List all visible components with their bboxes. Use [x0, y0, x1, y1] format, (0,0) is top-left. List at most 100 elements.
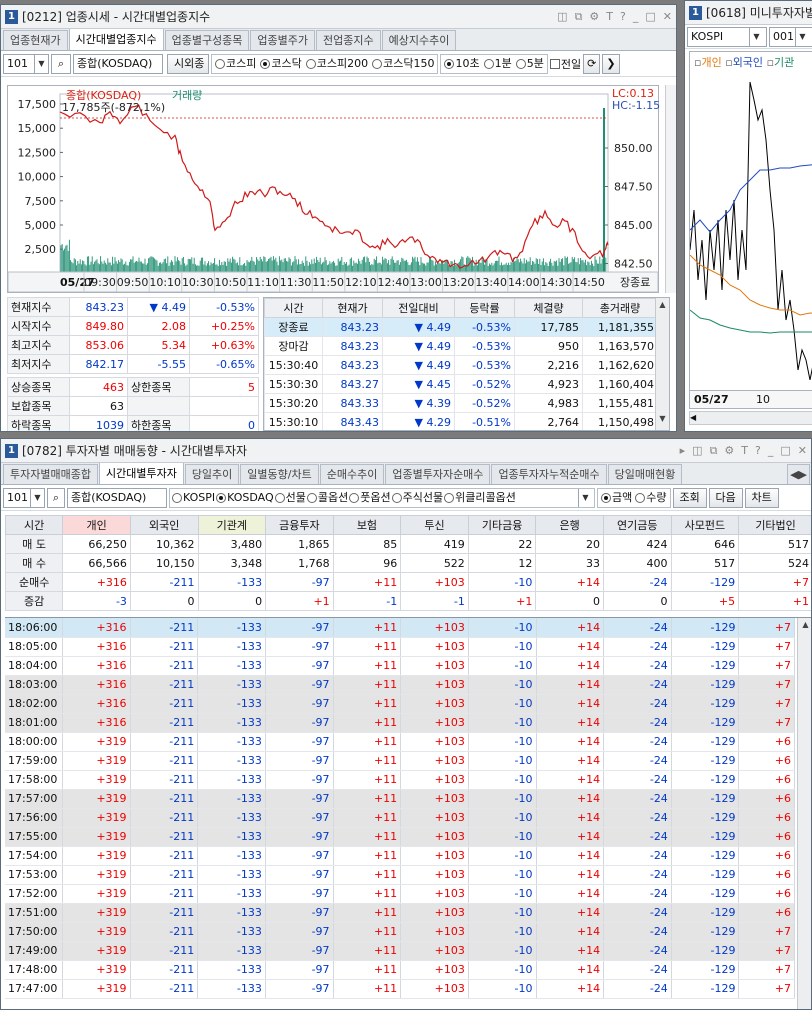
table-row[interactable]: 18:06:00 +316 -211 -133 -97 +11 +103 -10 +14 -24-…: [5, 618, 795, 638]
tab-5[interactable]: 업종별투자자순매수: [385, 464, 491, 484]
interval-radio-1[interactable]: 1분: [483, 55, 512, 73]
tab-2[interactable]: 업종별구성종목: [164, 30, 250, 50]
radio-icon[interactable]: [372, 58, 383, 69]
table-row[interactable]: 15:30:20 843.33 ▼ 4.39 -0.52% 4,983 1,155,481: [264, 393, 658, 413]
market-radio-2[interactable]: 코스피200: [305, 55, 368, 73]
table-row[interactable]: 18:03:00 +316 -211 -133 -97 +11 +103 -10 +14 -24-…: [5, 675, 795, 695]
help-icon[interactable]: ?: [755, 443, 761, 457]
chart-button[interactable]: 차트: [744, 487, 779, 508]
tab-1[interactable]: 시간대별투자자: [98, 463, 184, 484]
unit-radio-1[interactable]: 수량: [635, 489, 667, 507]
column-header[interactable]: 연기금등: [602, 515, 672, 535]
radio-icon[interactable]: [215, 58, 225, 69]
radio-icon[interactable]: [601, 492, 611, 503]
scroll-up-icon[interactable]: ▲: [802, 620, 809, 629]
column-header[interactable]: 총거래량: [582, 298, 658, 318]
title-bar[interactable]: 1 [0212] 업종시세 - 시간대별업종지수 ◫ ⧉ ⚙ T ? _ □ ✕: [1, 5, 676, 29]
column-header[interactable]: 외국인: [129, 515, 199, 535]
table-row[interactable]: 18:00:00 +319 -211 -133 -97 +11 +103 -10 +14 -24-…: [5, 732, 795, 752]
table-row[interactable]: 17:50:00 +319 -211 -133 -97 +11 +103 -10 +14 -24-…: [5, 922, 795, 942]
tab-2[interactable]: 당일추이: [184, 464, 240, 484]
index-name-field[interactable]: 종합(KOSDAQ): [73, 53, 163, 74]
text-icon[interactable]: T: [606, 9, 614, 23]
tab-7[interactable]: 당일매매현황: [607, 464, 683, 484]
column-header[interactable]: 전일대비: [382, 298, 455, 318]
market-radio-3[interactable]: 콜옵션: [306, 489, 348, 507]
table-row[interactable]: 17:47:00 +319 -211 -133 -97 +11 +103 -10 +14 -24-…: [5, 979, 795, 999]
column-header[interactable]: 은행: [535, 515, 604, 535]
interval-radio-0[interactable]: 10초: [444, 55, 480, 73]
index-name-field[interactable]: 종합(KOSDAQ): [67, 487, 167, 508]
radio-icon[interactable]: [515, 58, 526, 69]
tab-scroll-icon[interactable]: ◀▶: [787, 464, 810, 484]
table-row[interactable]: 17:58:00 +319 -211 -133 -97 +11 +103 -10 +14 -24-…: [5, 770, 795, 790]
market-radio-4[interactable]: 풋옵션: [349, 489, 391, 507]
search-icon[interactable]: ⌕: [47, 487, 65, 508]
market-radio-1[interactable]: 코스닥: [260, 55, 302, 73]
chevron-down-icon[interactable]: ▼: [578, 488, 592, 507]
column-header[interactable]: 시간: [4, 515, 64, 535]
radio-icon[interactable]: [305, 58, 316, 69]
radio-icon[interactable]: [306, 492, 317, 503]
scrollbar[interactable]: ▲ ▼: [655, 298, 669, 430]
next-button[interactable]: 다음: [708, 487, 743, 508]
tab-1[interactable]: 시간대별업종지수: [68, 29, 164, 50]
market-radio-0[interactable]: 코스피: [215, 55, 256, 73]
next-icon[interactable]: ❯: [602, 53, 620, 74]
scroll-up-icon[interactable]: ▲: [659, 300, 666, 309]
chevron-down-icon[interactable]: ▼: [749, 27, 763, 46]
query-button[interactable]: 조회: [672, 487, 707, 508]
close-icon[interactable]: ✕: [662, 9, 672, 23]
minimize-icon[interactable]: _: [632, 9, 639, 23]
code-select[interactable]: 101 ▼: [3, 53, 49, 74]
unit-radio-0[interactable]: 금액: [601, 489, 632, 507]
table-row[interactable]: 장종료 843.23 ▼ 4.49 -0.53% 17,785 1,181,355: [264, 317, 658, 337]
column-header[interactable]: 투신: [400, 515, 469, 535]
column-header[interactable]: 등락률: [454, 298, 515, 318]
table-row[interactable]: 17:51:00 +319 -211 -133 -97 +11 +103 -10 +14 -24-…: [5, 903, 795, 923]
scroll-left-icon[interactable]: ◀: [690, 413, 697, 422]
market-radio-6[interactable]: 위클리콜옵션: [444, 489, 516, 507]
arrow-right-icon[interactable]: ▸: [679, 443, 686, 457]
table-row[interactable]: 15:30:40 843.23 ▼ 4.49 -0.53% 2,216 1,162,620: [264, 355, 658, 375]
tab-0[interactable]: 업종현재가: [3, 30, 68, 50]
radio-icon[interactable]: [635, 492, 646, 503]
text-icon[interactable]: T: [741, 443, 749, 457]
scroll-down-icon[interactable]: ▼: [659, 414, 666, 423]
search-icon[interactable]: ⌕: [51, 53, 71, 74]
table-row[interactable]: 17:59:00 +319 -211 -133 -97 +11 +103 -10 +14 -24-…: [5, 751, 795, 771]
copy-icon[interactable]: ⧉: [574, 9, 583, 23]
table-row[interactable]: 15:30:30 843.27 ▼ 4.45 -0.52% 4,923 1,160,404: [264, 374, 658, 394]
table-row[interactable]: 15:30:10 843.43 ▼ 4.29 -0.51% 2,764 1,150,498: [264, 412, 658, 430]
tab-4[interactable]: 순매수추이: [319, 464, 385, 484]
code-select[interactable]: 101 ▼: [3, 487, 45, 508]
radio-icon[interactable]: [391, 492, 402, 503]
radio-icon[interactable]: [444, 492, 455, 503]
help-icon[interactable]: ?: [620, 9, 626, 23]
chevron-down-icon[interactable]: ▼: [30, 488, 44, 507]
link-icon[interactable]: ◫: [557, 9, 568, 23]
horizontal-scrollbar[interactable]: ◀: [689, 411, 812, 425]
scrollbar[interactable]: ▲: [797, 618, 811, 1009]
interval-radio-2[interactable]: 5분: [515, 55, 544, 73]
column-header[interactable]: 개인: [62, 515, 131, 535]
index-select[interactable]: KOSPI ▼: [687, 26, 767, 47]
radio-icon[interactable]: [483, 58, 494, 69]
minimize-icon[interactable]: _: [767, 443, 774, 457]
refresh-icon[interactable]: ⟳: [583, 53, 601, 74]
table-row[interactable]: 17:53:00 +319 -211 -133 -97 +11 +103 -10 +14 -24-…: [5, 865, 795, 885]
market-button[interactable]: 시외종: [167, 53, 209, 74]
tab-3[interactable]: 업종별주가: [250, 30, 316, 50]
table-row[interactable]: 장마감 843.23 ▼ 4.49 -0.53% 950 1,163,570: [264, 336, 658, 356]
title-bar[interactable]: 1 [0782] 투자자별 매매동향 - 시간대별투자자 ▸ ◫ ⧉ ⚙ T ?…: [1, 439, 811, 463]
market-radio-2[interactable]: 선물: [274, 489, 306, 507]
copy-icon[interactable]: ⧉: [709, 443, 718, 457]
column-header[interactable]: 시간: [264, 298, 323, 318]
radio-icon[interactable]: [172, 492, 182, 503]
tab-3[interactable]: 일별동향/차트: [240, 464, 319, 484]
column-header[interactable]: 기관계: [197, 515, 267, 535]
prev-day-checkbox[interactable]: 전일: [549, 56, 581, 72]
table-row[interactable]: 17:56:00 +319 -211 -133 -97 +11 +103 -10 +14 -24-…: [5, 808, 795, 828]
column-header[interactable]: 기타법인: [738, 515, 811, 535]
column-header[interactable]: 사모펀드: [670, 515, 740, 535]
